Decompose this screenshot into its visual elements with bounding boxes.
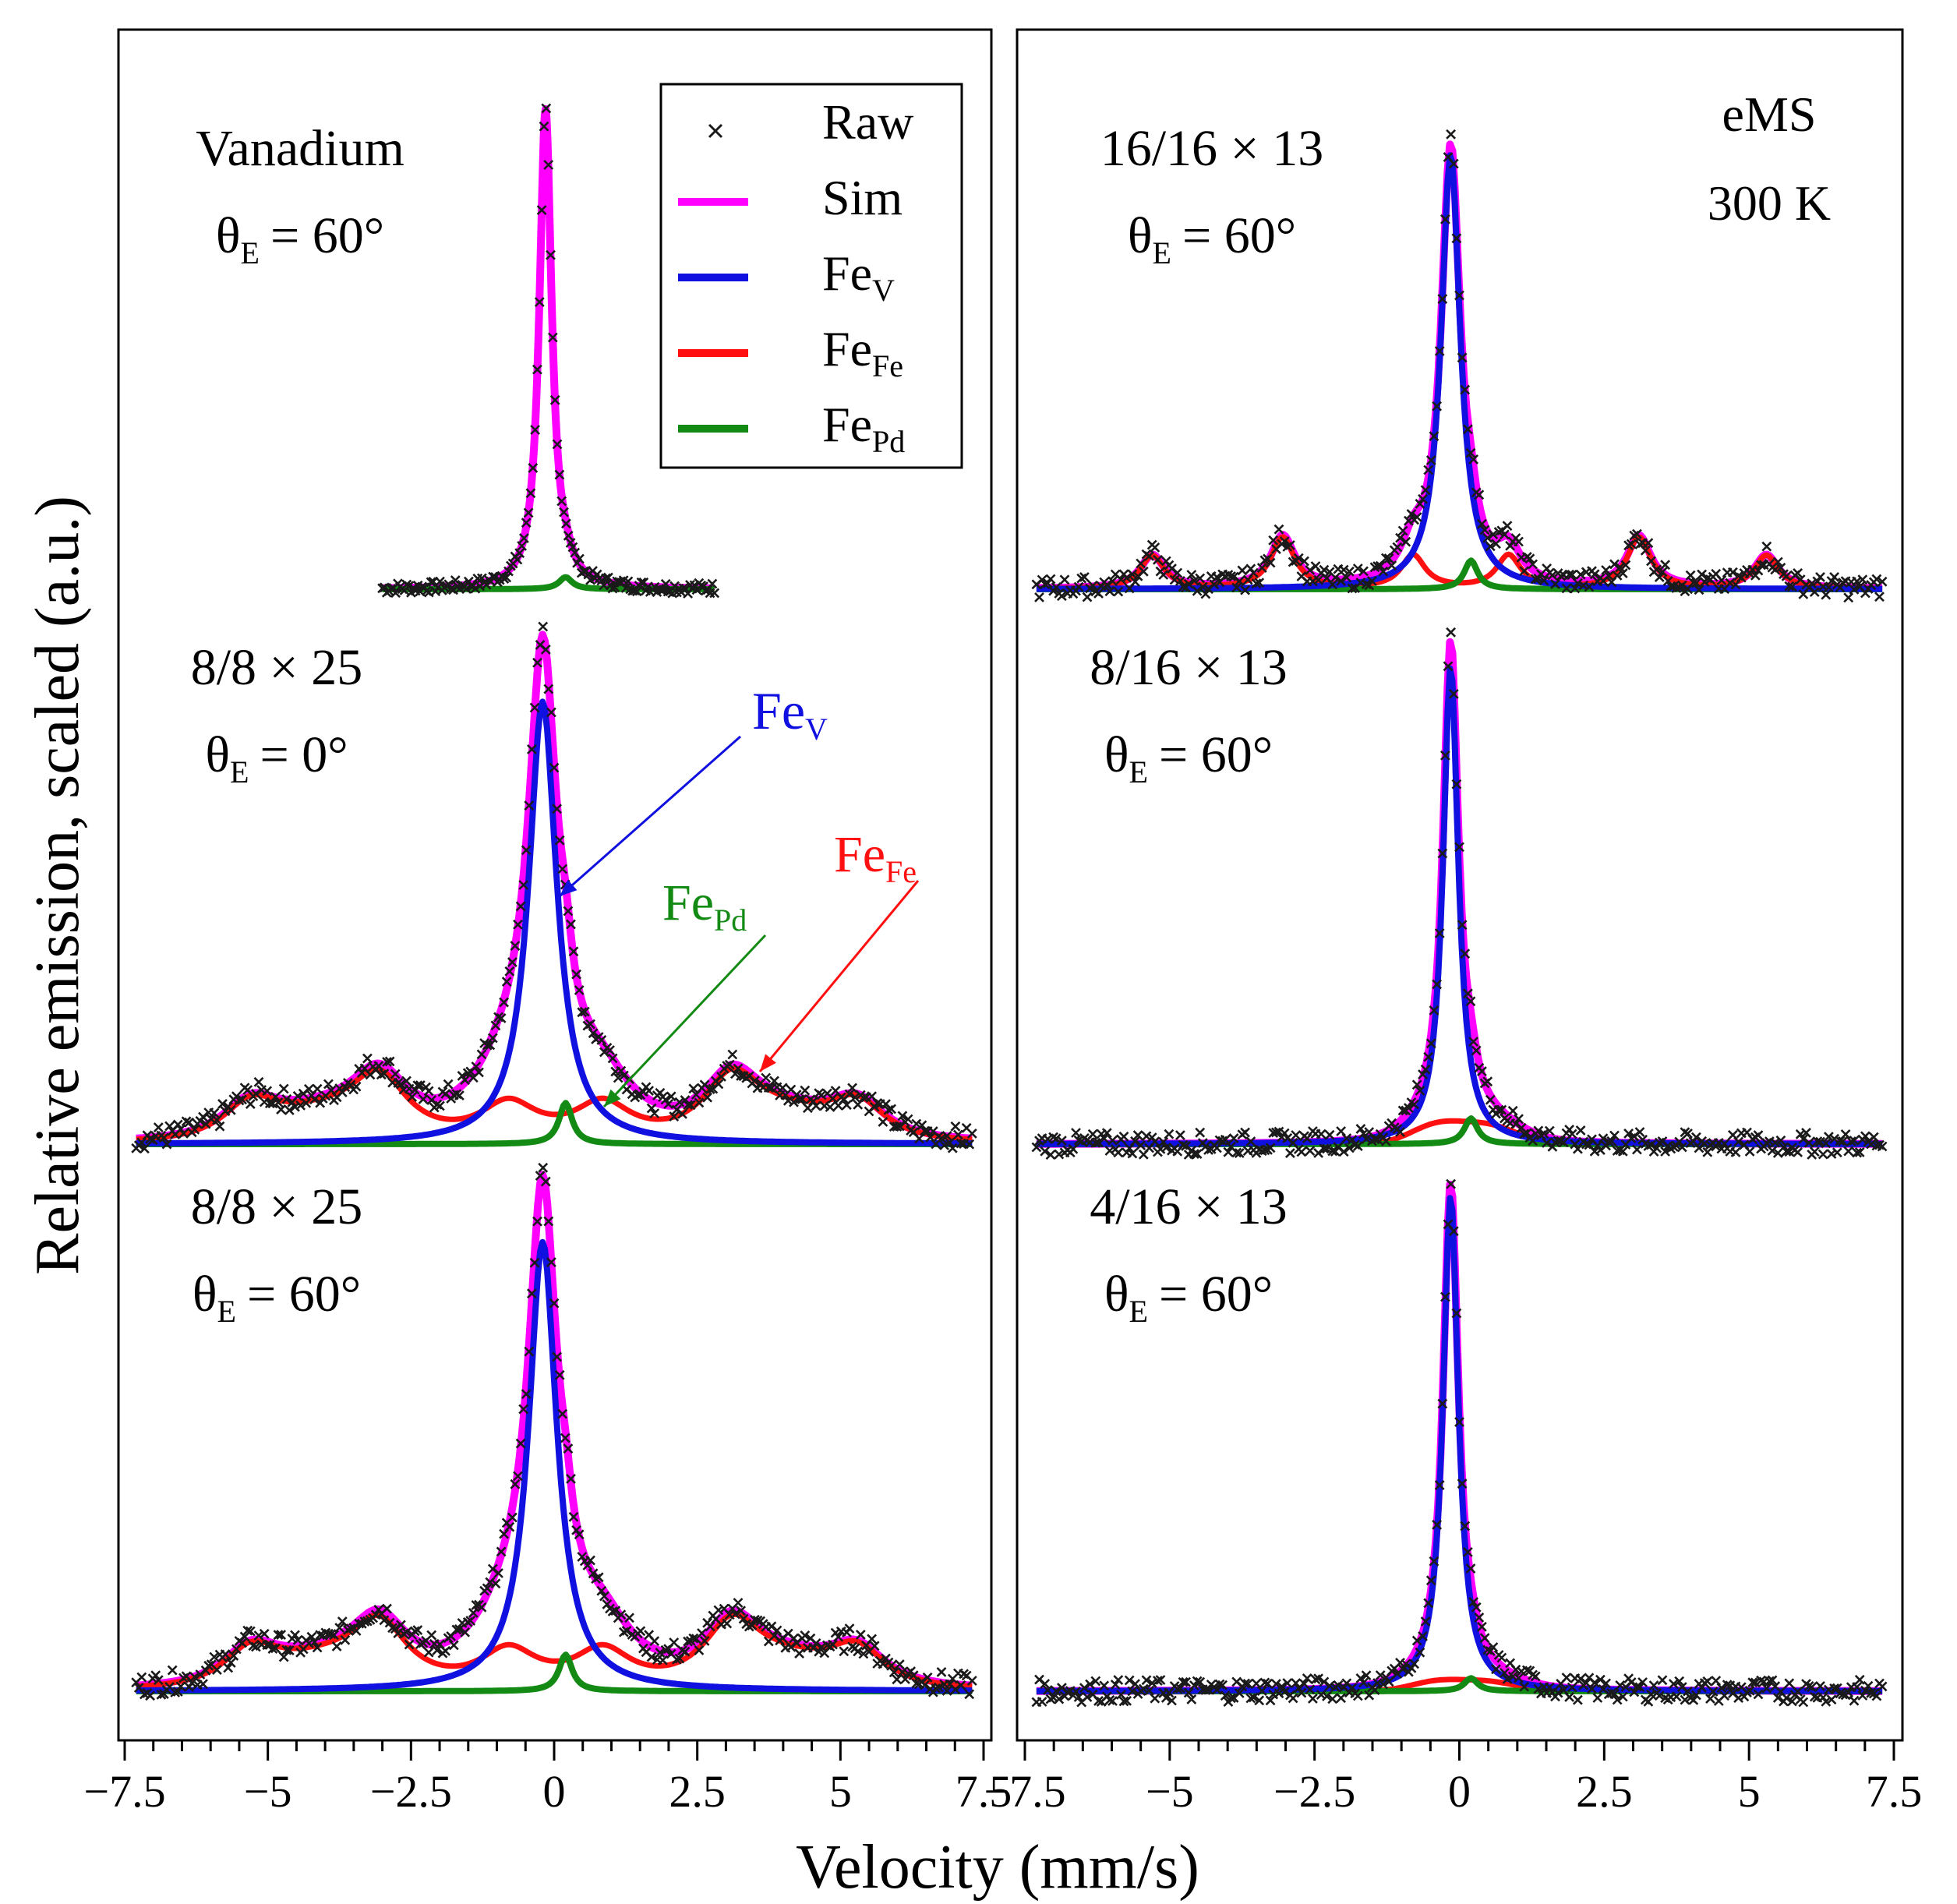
right-tick-label: 0 bbox=[1448, 1766, 1471, 1817]
y-axis-label: Relative emission, scaled (a.u.) bbox=[23, 496, 92, 1275]
right-tick-label: 5 bbox=[1738, 1766, 1761, 1817]
l2-sample-label: 8/8 × 25 bbox=[191, 639, 363, 696]
right-tick-label: −2.5 bbox=[1273, 1766, 1355, 1817]
left-tick-label: −7.5 bbox=[83, 1766, 165, 1817]
right-tick-label: 2.5 bbox=[1576, 1766, 1633, 1817]
annotation-ems: eMS bbox=[1722, 87, 1817, 142]
legend-sim-label: Sim bbox=[822, 170, 903, 225]
right-tick-label: −7.5 bbox=[984, 1766, 1065, 1817]
r1-sample-label: 16/16 × 13 bbox=[1100, 120, 1324, 177]
l3-sample-label: 8/8 × 25 bbox=[191, 1178, 363, 1235]
legend-raw-label: Raw bbox=[822, 94, 913, 150]
x-axis-label: Velocity (mm/s) bbox=[796, 1833, 1199, 1902]
left-tick-label: −5 bbox=[244, 1766, 292, 1817]
r2-sample-label: 8/16 × 13 bbox=[1090, 639, 1288, 696]
left-tick-label: 5 bbox=[829, 1766, 852, 1817]
r3-sample-label: 4/16 × 13 bbox=[1090, 1178, 1288, 1235]
left-tick-label: 2.5 bbox=[669, 1766, 726, 1817]
l2-angle-label: θE = 0° bbox=[205, 726, 348, 790]
right-tick-label: 7.5 bbox=[1866, 1766, 1923, 1817]
right-tick-label: −5 bbox=[1146, 1766, 1194, 1817]
left-tick-label: 0 bbox=[543, 1766, 566, 1817]
mossbauer-chart: −7.5 −5 −2.5 0 2.5 5 7.5−7.5 −5 −2.5 0 2.5 5 7.5 Van… bbox=[0, 0, 1957, 1904]
annotation-temperature: 300 K bbox=[1708, 175, 1831, 231]
vanadium-sample-label: Vanadium bbox=[196, 120, 404, 177]
left-tick-label: −2.5 bbox=[370, 1766, 452, 1817]
